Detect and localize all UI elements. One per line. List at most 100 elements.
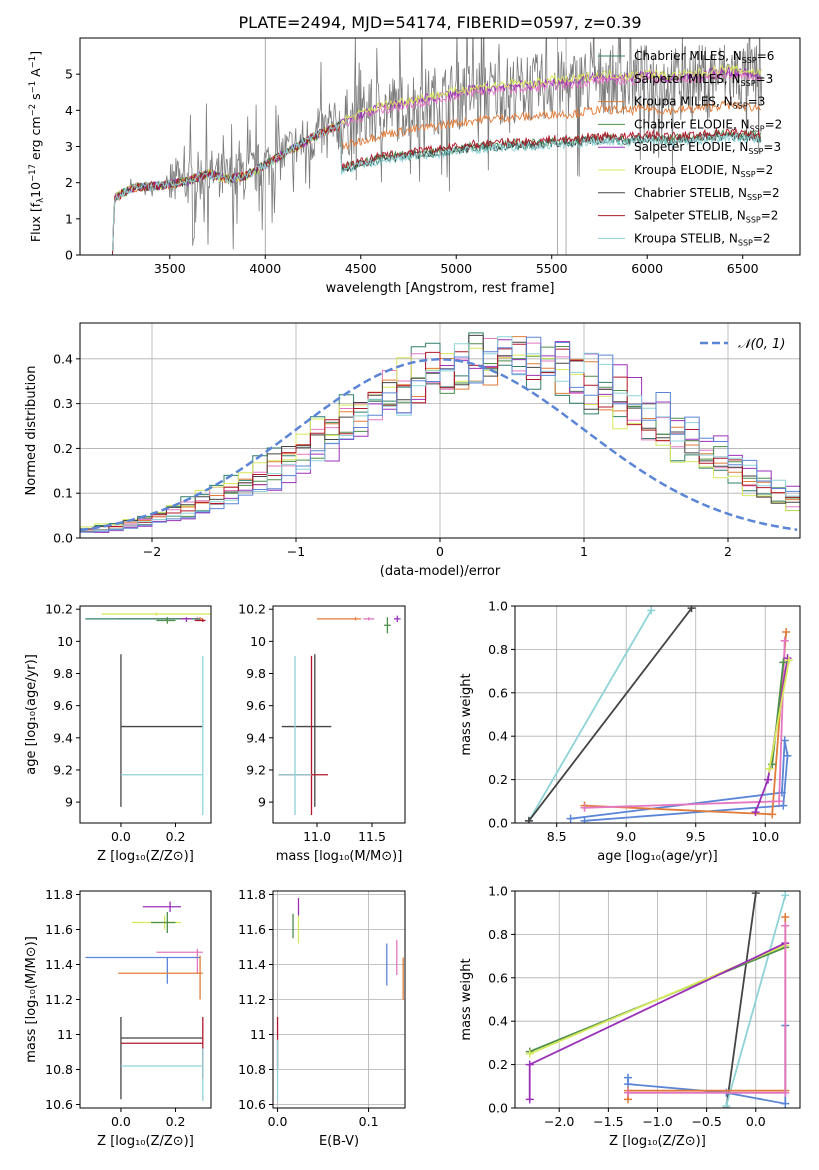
x-tick-label: 5000 (440, 261, 472, 276)
x-tick-label: 5500 (536, 261, 568, 276)
y-tick-label: 11.6 (45, 922, 73, 937)
x-tick-label: −1.5 (593, 1114, 623, 1129)
y-tick-label: 11 (57, 1027, 73, 1042)
x-tick-label: 0.0 (111, 829, 131, 844)
legend-label: Chabrier STELIB, NSSP=2 (634, 186, 780, 202)
y-tick-label: 11.8 (45, 887, 73, 902)
legend-label: Salpeter MILES, NSSP=3 (634, 72, 773, 88)
errorbar-point (281, 654, 332, 807)
plot-area-weight-vs-age (524, 606, 793, 823)
x-tick-label: 0.0 (111, 1114, 131, 1129)
errorbar-point (194, 618, 206, 623)
plot-area-mass-vs-EBV (276, 898, 404, 1101)
weight-marker (525, 1060, 534, 1069)
errorbar-point (180, 617, 192, 623)
errorbar-point (278, 655, 328, 815)
x-tick-label: −2.0 (544, 1114, 574, 1129)
x-tick-label: −1.0 (642, 1114, 672, 1129)
x-tick-label: 0.0 (268, 1114, 288, 1129)
axes-frame (79, 605, 212, 824)
x-axis-label: wavelength [Angstrom, rest frame] (326, 281, 555, 296)
y-tick-label: 9.2 (246, 762, 266, 777)
weight-marker (779, 801, 788, 810)
normal-curve-line (80, 358, 798, 532)
axes-frame (79, 890, 212, 1109)
plot-area-age-vs-Z (85, 612, 211, 815)
y-tick-label: 0.8 (488, 927, 508, 942)
legend-label: Chabrier MILES, NSSP=6 (634, 49, 774, 65)
y-tick-label: 1 (65, 211, 73, 226)
y-tick-label: 9.6 (246, 698, 266, 713)
y-tick-label: 9.8 (246, 666, 266, 681)
x-tick-label: 0.2 (166, 1114, 186, 1129)
weight-marker (624, 1088, 633, 1097)
weight-series-line (768, 660, 790, 769)
errorbar-point (120, 1017, 204, 1079)
x-tick-label: 1 (580, 544, 588, 559)
weight-marker (525, 1049, 534, 1058)
y-tick-label: 0.0 (53, 531, 73, 546)
weight-marker (687, 606, 696, 613)
y-tick-label: 0.4 (488, 1014, 508, 1029)
x-axis-label: Z [log₁₀(Z/Z⊙)] (609, 1134, 706, 1149)
y-tick-label: 3 (65, 139, 73, 154)
x-tick-label: 0.1 (359, 1114, 379, 1129)
x-tick-label: 11.0 (303, 829, 331, 844)
weight-marker (580, 816, 589, 823)
x-axis-label: Z [log₁₀(Z/Z⊙)] (97, 1134, 194, 1149)
weight-series-line (528, 609, 652, 822)
errorbar-point (156, 948, 203, 974)
weight-marker (768, 810, 777, 819)
weight-series-line (528, 607, 693, 822)
weight-marker (580, 803, 589, 812)
y-tick-label: 0.0 (488, 816, 508, 831)
plot-area-weight-vs-Z (525, 891, 790, 1108)
y-tick-label: 11.2 (238, 992, 266, 1007)
y-tick-label: 0.6 (488, 685, 508, 700)
weight-marker (524, 816, 533, 823)
y-tick-label: 9 (65, 795, 73, 810)
x-tick-label: 3500 (154, 261, 186, 276)
y-tick-label: 0.3 (53, 396, 73, 411)
weight-marker (751, 808, 760, 817)
figure-title: PLATE=2494, MJD=54174, FIBERID=0597, z=0… (238, 13, 641, 32)
weight-marker (765, 764, 774, 773)
y-tick-label: 0.2 (53, 441, 73, 456)
errorbar-point (120, 1048, 204, 1101)
y-tick-label: 10.2 (238, 602, 266, 617)
y-tick-label: 2 (65, 175, 73, 190)
x-tick-label: 10.0 (751, 829, 779, 844)
errorbar-point (142, 901, 181, 912)
x-axis-label: mass [log₁₀(M/M⊙)] (276, 849, 403, 864)
y-axis-label: mass [log₁₀(M/M⊙)] (24, 936, 39, 1063)
errorbar-point (118, 955, 203, 1000)
y-axis-label: Normed distribution (24, 366, 39, 496)
weight-marker (781, 1099, 790, 1108)
y-tick-label: 0.2 (488, 772, 508, 787)
weight-marker (781, 921, 790, 930)
panel-mass-vs-Z: 0.0 0.2 10.6 10.8 11 11.2 11.4 11.6 11.8 Z [log₁₀… (24, 887, 212, 1149)
y-tick-label: 11 (250, 1027, 266, 1042)
x-axis-label: E(B-V) (319, 1134, 359, 1149)
weight-marker (782, 628, 791, 637)
errorbar-point (278, 655, 312, 815)
axes-frame (514, 605, 801, 824)
weight-series-line (584, 631, 787, 816)
weight-series-line (570, 740, 789, 822)
weight-marker (566, 814, 575, 823)
y-tick-label: 9.4 (246, 730, 266, 745)
y-tick-label: 11.2 (45, 992, 73, 1007)
errorbar-point (317, 617, 361, 621)
weight-series-line (725, 893, 757, 1108)
x-tick-label: 6500 (727, 261, 759, 276)
panel-weight-vs-Z: −2.0 −1.5 −1.0 −0.5 0.0 0.0 0.2 0.4 0.6 0.8 1.0 Z [… (459, 884, 801, 1149)
y-tick-label: 9.2 (53, 762, 73, 777)
x-tick-label: −2 (143, 544, 161, 559)
legend-label: Kroupa STELIB, NSSP=2 (634, 231, 771, 247)
x-tick-label: −1 (287, 544, 305, 559)
errorbar-point (150, 912, 176, 933)
weight-marker (779, 658, 788, 667)
y-tick-label: 11.4 (238, 957, 266, 972)
x-tick-label: 8.5 (547, 829, 567, 844)
